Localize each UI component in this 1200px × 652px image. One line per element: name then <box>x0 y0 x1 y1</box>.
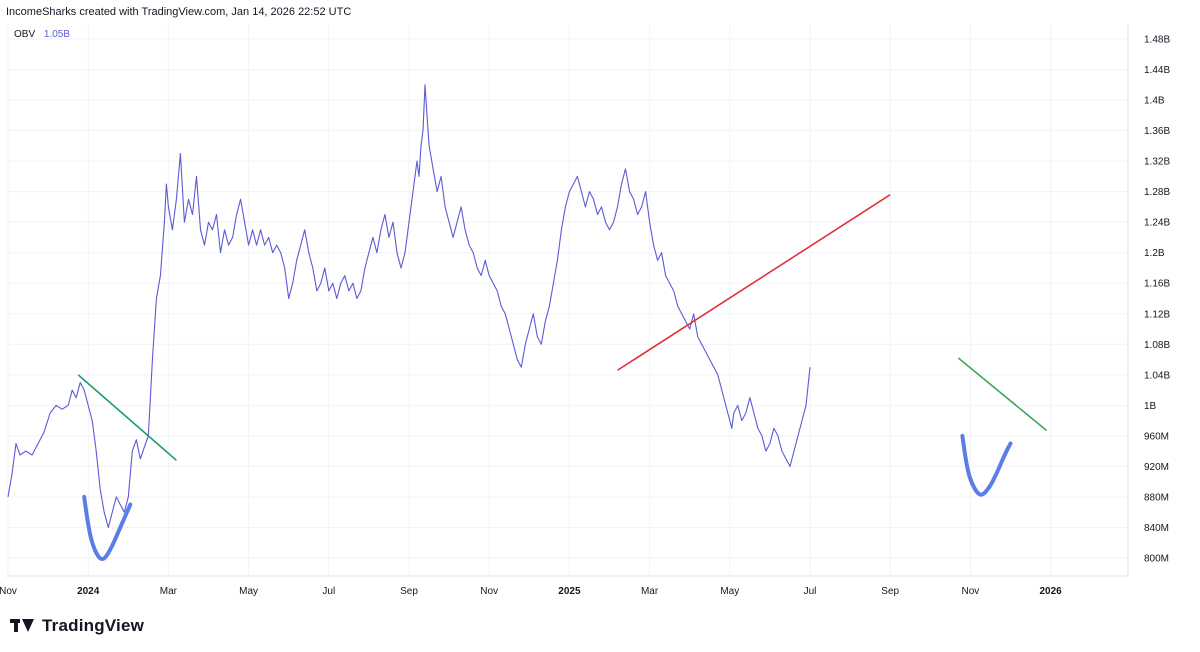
u-curve-1[interactable] <box>82 494 133 561</box>
obv-series-line <box>7 84 811 529</box>
trendline-1[interactable] <box>77 374 177 461</box>
y-tick-label: 1B <box>1144 401 1157 412</box>
y-tick-label: 1.48B <box>1144 35 1170 46</box>
trendline-3[interactable] <box>957 357 1048 432</box>
x-axis-ticks: Nov 2024 Mar May Jul Sep Nov 2025 Mar May Jul Sep No… <box>0 586 1062 597</box>
y-axis-ticks: 800M 840M 880M 920M 960M 1B 1.04B 1.08B 1.12B 1.1… <box>1144 35 1170 565</box>
y-tick-label: 960M <box>1144 431 1169 442</box>
x-tick-label: Mar <box>641 586 659 597</box>
y-tick-label: 1.12B <box>1144 309 1170 320</box>
indicator-name: OBV <box>14 29 36 40</box>
x-tick-label: Sep <box>400 586 418 597</box>
y-tick-label: 880M <box>1144 492 1169 503</box>
x-tick-label: 2026 <box>1039 586 1062 597</box>
y-tick-label: 1.24B <box>1144 218 1170 229</box>
y-tick-label: 1.2B <box>1144 248 1165 259</box>
y-tick-label: 1.36B <box>1144 126 1170 137</box>
x-tick-label: Nov <box>962 586 980 597</box>
x-tick-label: Nov <box>0 586 17 597</box>
tradingview-logo-icon <box>10 616 36 636</box>
x-tick-label: 2024 <box>77 586 100 597</box>
x-tick-label: Mar <box>160 586 178 597</box>
indicator-value: 1.05B <box>43 29 71 40</box>
y-tick-label: 1.04B <box>1144 370 1170 381</box>
trendline-layer <box>77 194 1048 461</box>
u-curve-2[interactable] <box>960 433 1013 497</box>
trendline-2[interactable] <box>617 194 891 371</box>
x-tick-label: 2025 <box>558 586 581 597</box>
x-tick-label: May <box>239 586 258 597</box>
y-tick-label: 1.4B <box>1144 96 1165 107</box>
y-tick-label: 1.16B <box>1144 279 1170 290</box>
tradingview-footer[interactable]: TradingView <box>10 616 144 636</box>
y-tick-label: 1.32B <box>1144 157 1170 168</box>
x-tick-label: Jul <box>804 586 817 597</box>
y-tick-label: 1.28B <box>1144 187 1170 198</box>
y-tick-label: 1.44B <box>1144 65 1170 76</box>
drawing-layer <box>82 433 1013 561</box>
y-tick-label: 1.08B <box>1144 340 1170 351</box>
x-tick-label: Sep <box>881 586 899 597</box>
y-tick-label: 920M <box>1144 462 1169 473</box>
indicator-legend[interactable]: OBV 1.05B <box>14 29 70 40</box>
chart-attribution: IncomeSharks created with TradingView.co… <box>6 6 352 18</box>
x-tick-label: Jul <box>322 586 335 597</box>
series-layer <box>7 84 811 529</box>
y-tick-label: 840M <box>1144 523 1169 534</box>
grid <box>6 24 1128 576</box>
tradingview-brand: TradingView <box>42 616 145 635</box>
y-tick-label: 800M <box>1144 554 1169 565</box>
x-tick-label: Nov <box>480 586 498 597</box>
axes <box>6 24 1129 577</box>
x-tick-label: May <box>720 586 739 597</box>
